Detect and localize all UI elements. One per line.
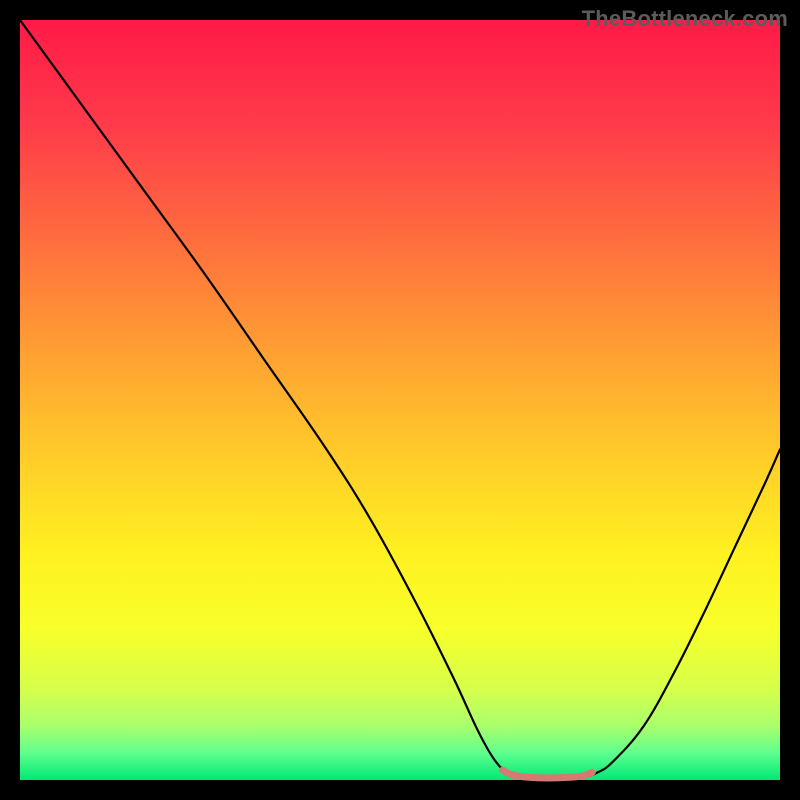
plot-area: [20, 20, 780, 780]
chart-svg: [0, 0, 800, 800]
watermark-label: TheBottleneck.com: [582, 6, 788, 32]
bottleneck-chart: TheBottleneck.com: [0, 0, 800, 800]
